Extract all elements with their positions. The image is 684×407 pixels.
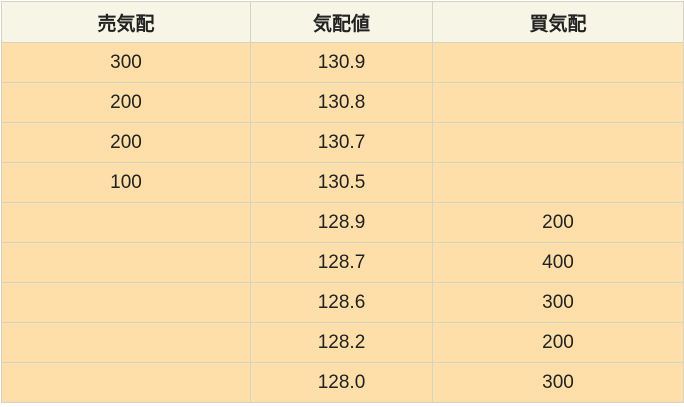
- table-row: 128.2 200: [1, 322, 684, 363]
- table-cell: 100: [1, 162, 251, 203]
- table-row: 128.6 300: [1, 282, 684, 323]
- table-cell: 128.0: [250, 362, 433, 403]
- table-cell: [432, 82, 684, 123]
- table-row: 128.0 300: [1, 362, 684, 403]
- table-cell: 130.7: [250, 122, 433, 163]
- table-row: 128.9 200: [1, 202, 684, 243]
- table-cell: 128.7: [250, 242, 433, 283]
- table-cell: 128.6: [250, 282, 433, 323]
- table-cell: [1, 362, 251, 403]
- table-row: 128.7 400: [1, 242, 684, 283]
- table-cell: 300: [1, 42, 251, 83]
- table-header: 売気配 気配値 買気配: [1, 1, 684, 43]
- table-cell: [1, 322, 251, 363]
- header-cell: 気配値: [250, 1, 433, 43]
- table-row: 100 130.5: [1, 162, 684, 203]
- table-cell: 128.9: [250, 202, 433, 243]
- table-cell: 130.8: [250, 82, 433, 123]
- table-cell: [1, 202, 251, 243]
- table-cell: 200: [432, 202, 684, 243]
- table-cell: 300: [432, 362, 684, 403]
- table-row: 200 130.7: [1, 122, 684, 163]
- table-cell: 200: [432, 322, 684, 363]
- table-cell: 300: [432, 282, 684, 323]
- header-cell: 買気配: [432, 1, 684, 43]
- table-cell: [432, 162, 684, 203]
- table-cell: 128.2: [250, 322, 433, 363]
- header-row: 売気配 気配値 買気配: [1, 1, 684, 43]
- table-body: 300 130.9 200 130.8 200 130.7 100 130.5 128.9 200…: [1, 42, 684, 403]
- table-cell: [432, 122, 684, 163]
- table-cell: 130.5: [250, 162, 433, 203]
- table-cell: [432, 42, 684, 83]
- header-cell: 売気配: [1, 1, 251, 43]
- table-row: 200 130.8: [1, 82, 684, 123]
- table-row: 300 130.9: [1, 42, 684, 83]
- table-cell: [1, 282, 251, 323]
- table-cell: 200: [1, 122, 251, 163]
- table-cell: 400: [432, 242, 684, 283]
- table-cell: [1, 242, 251, 283]
- table-cell: 200: [1, 82, 251, 123]
- table-cell: 130.9: [250, 42, 433, 83]
